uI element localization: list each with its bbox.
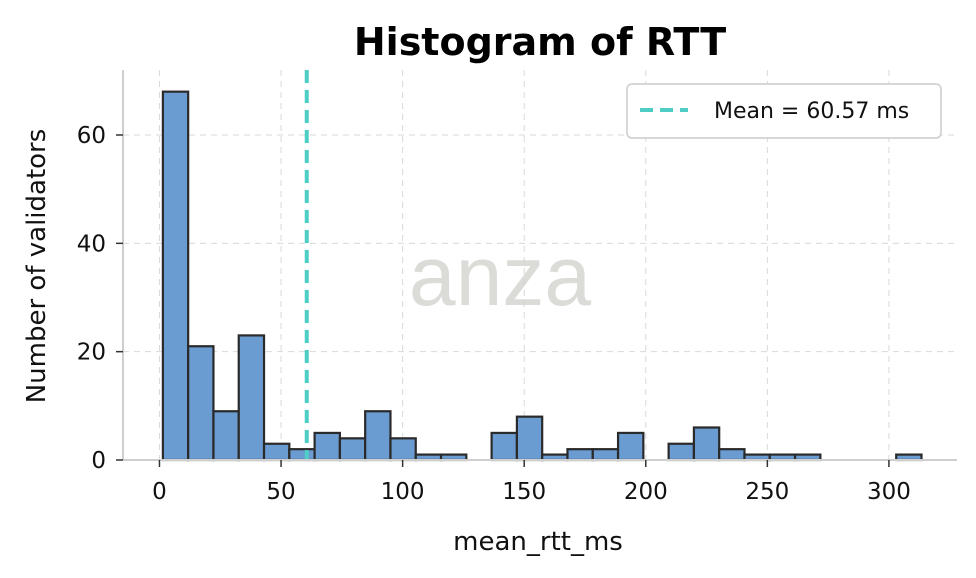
histogram-bar	[718, 448, 746, 462]
histogram-bar	[616, 431, 645, 462]
histogram-bar	[288, 448, 316, 462]
histogram-bar	[237, 334, 266, 462]
histogram-bar	[667, 442, 696, 462]
y-tick-label: 60	[77, 123, 106, 149]
legend: Mean = 60.57 ms	[626, 83, 942, 139]
histogram-bars	[161, 90, 923, 462]
histogram-bar	[161, 90, 190, 462]
legend-box	[626, 83, 942, 139]
x-tick-label: 300	[867, 479, 911, 505]
histogram-bar	[212, 410, 240, 462]
x-axis-label: mean_rtt_ms	[453, 527, 623, 557]
y-tick-label: 0	[91, 448, 106, 474]
y-axis-label: Number of validators	[22, 129, 52, 404]
histogram-bar	[313, 431, 341, 462]
histogram-bar	[338, 437, 367, 462]
x-ticks: 0 50 100 150 200 250 300	[152, 460, 911, 505]
histogram-bar	[262, 442, 291, 462]
histogram-bar	[187, 345, 215, 462]
y-tick-label: 20	[77, 340, 106, 366]
histogram-bar	[515, 415, 544, 462]
watermark: anza	[409, 229, 591, 323]
y-tick-label: 40	[77, 231, 106, 257]
chart-title: Histogram of RTT	[354, 20, 726, 64]
y-ticks: 0 20 40 60	[77, 123, 123, 474]
x-tick-label: 0	[152, 479, 167, 505]
x-tick-label: 250	[745, 479, 789, 505]
histogram-bar	[490, 431, 519, 462]
histogram-bar	[364, 410, 392, 462]
histogram-bar	[566, 448, 594, 462]
histogram-bar	[692, 426, 721, 462]
legend-mean-label: Mean = 60.57 ms	[714, 99, 909, 124]
x-tick-label: 200	[624, 479, 668, 505]
histogram-bar	[591, 448, 620, 462]
x-tick-label: 150	[502, 479, 546, 505]
x-tick-label: 50	[266, 479, 295, 505]
histogram-bar	[389, 437, 417, 462]
x-tick-label: 100	[381, 479, 425, 505]
